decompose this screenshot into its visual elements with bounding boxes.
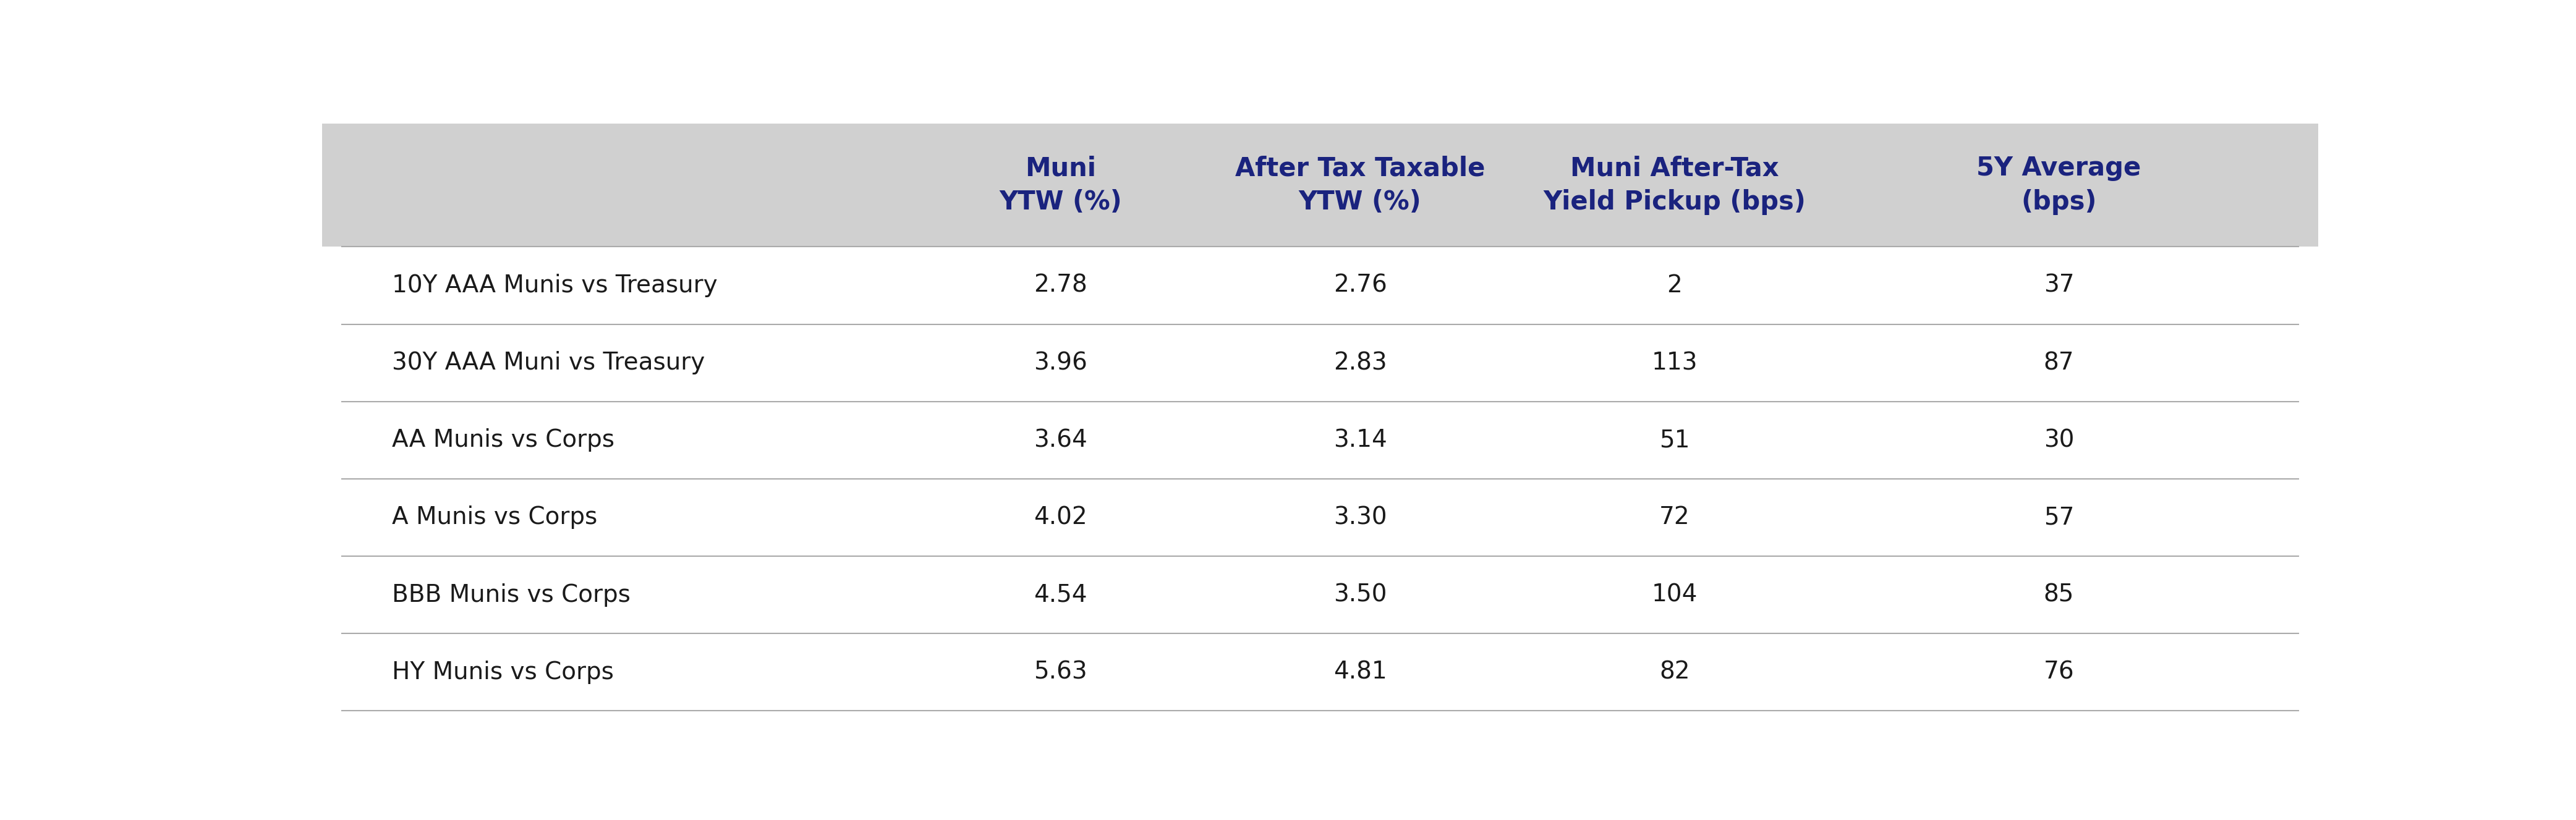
Text: 3.64: 3.64 <box>1033 428 1087 452</box>
Text: 30: 30 <box>2043 428 2074 452</box>
Text: 57: 57 <box>2043 506 2074 529</box>
Text: After Tax Taxable
YTW (%): After Tax Taxable YTW (%) <box>1234 155 1486 215</box>
Text: 2.76: 2.76 <box>1334 274 1386 297</box>
Text: AA Munis vs Corps: AA Munis vs Corps <box>392 428 616 452</box>
Text: 37: 37 <box>2043 274 2074 297</box>
Bar <box>322 124 2318 247</box>
Bar <box>322 247 2318 711</box>
Text: Muni
YTW (%): Muni YTW (%) <box>999 155 1123 215</box>
Text: 3.30: 3.30 <box>1334 506 1386 529</box>
Text: 30Y AAA Muni vs Treasury: 30Y AAA Muni vs Treasury <box>392 351 706 375</box>
Text: 51: 51 <box>1659 428 1690 452</box>
Text: 82: 82 <box>1659 660 1690 684</box>
Text: 113: 113 <box>1651 351 1698 375</box>
Text: 3.96: 3.96 <box>1033 351 1087 375</box>
Text: 10Y AAA Munis vs Treasury: 10Y AAA Munis vs Treasury <box>392 274 719 297</box>
Text: 87: 87 <box>2043 351 2074 375</box>
Text: 5.63: 5.63 <box>1033 660 1087 684</box>
Text: 104: 104 <box>1651 583 1698 607</box>
Text: A Munis vs Corps: A Munis vs Corps <box>392 506 598 529</box>
Text: 2.83: 2.83 <box>1334 351 1386 375</box>
Text: 76: 76 <box>2043 660 2074 684</box>
Text: HY Munis vs Corps: HY Munis vs Corps <box>392 660 613 684</box>
Text: 5Y Average
(bps): 5Y Average (bps) <box>1976 155 2141 215</box>
Text: 3.50: 3.50 <box>1334 583 1386 607</box>
Text: 4.02: 4.02 <box>1033 506 1087 529</box>
Text: 72: 72 <box>1659 506 1690 529</box>
Text: BBB Munis vs Corps: BBB Munis vs Corps <box>392 583 631 607</box>
Text: 3.14: 3.14 <box>1334 428 1386 452</box>
Text: 4.54: 4.54 <box>1033 583 1087 607</box>
Text: 85: 85 <box>2043 583 2074 607</box>
Text: Muni After-Tax
Yield Pickup (bps): Muni After-Tax Yield Pickup (bps) <box>1543 155 1806 215</box>
Text: 2.78: 2.78 <box>1033 274 1087 297</box>
Text: 2: 2 <box>1667 274 1682 297</box>
Text: 4.81: 4.81 <box>1334 660 1386 684</box>
